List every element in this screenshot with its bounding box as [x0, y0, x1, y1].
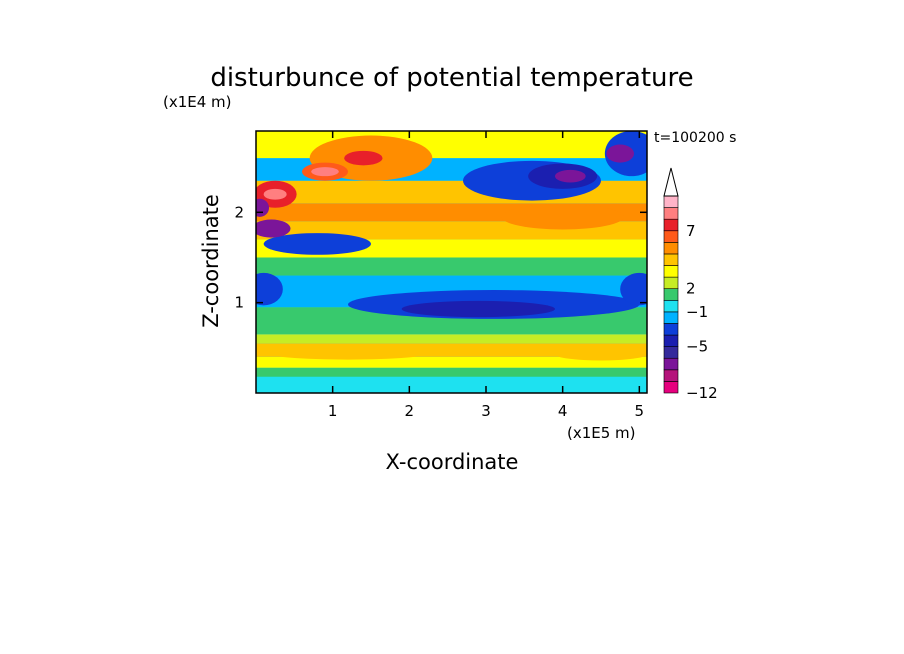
contour-blob — [606, 144, 634, 163]
contour-blob — [256, 198, 270, 217]
colorbar-swatch — [663, 323, 679, 336]
x-tick-label: 5 — [635, 402, 645, 420]
x-tick-label: 2 — [405, 402, 415, 420]
colorbar-swatch — [663, 288, 679, 301]
colorbar-tick-label: 2 — [686, 280, 696, 298]
contour-band — [256, 257, 647, 276]
colorbar-swatch — [663, 346, 679, 359]
x-axis-label: X-coordinate — [386, 450, 519, 474]
contour-blob — [263, 233, 372, 255]
contour-blob — [256, 219, 291, 238]
x-tick-label: 3 — [481, 402, 491, 420]
colorbar-tick-label: −5 — [686, 338, 708, 356]
contour-band — [256, 367, 647, 377]
contour-blob — [555, 347, 647, 361]
colorbar-swatch — [663, 381, 679, 394]
x-tick-label: 4 — [558, 402, 568, 420]
colorbar-swatch — [663, 334, 679, 347]
x-axis: 1 2 3 4 5 — [328, 131, 644, 420]
y-tick-label: 1 — [234, 294, 244, 312]
colorbar-swatch — [663, 311, 679, 324]
colorbar-tick-label: −1 — [686, 303, 708, 321]
contour-band — [256, 334, 647, 344]
plot-frame — [255, 130, 648, 394]
contour-blob — [401, 300, 555, 318]
colorbar-tick-label: 7 — [686, 222, 696, 240]
colorbar-swatch — [663, 299, 679, 313]
colorbar-swatch — [663, 230, 679, 243]
time-label: t=100200 s — [654, 130, 736, 146]
y-tick-label: 2 — [234, 203, 244, 221]
colorbar-tick-label: −12 — [686, 384, 718, 402]
colorbar-swatch — [663, 242, 679, 255]
colorbar-swatch — [663, 357, 679, 371]
colorbar-swatch — [663, 265, 679, 278]
contour-blob — [256, 272, 283, 306]
contour-blob — [555, 169, 586, 183]
colorbar-swatch — [663, 218, 679, 232]
contour-band — [256, 376, 647, 393]
colorbar: 7 2 −1 −5 −12 — [663, 167, 718, 402]
colorbar-swatch — [663, 253, 679, 266]
colorbar-swatch — [663, 276, 679, 290]
plot-area — [256, 131, 647, 393]
y-axis-label: Z-coordinate — [199, 194, 223, 328]
colorbar-swatch — [663, 195, 679, 208]
contour-blob — [501, 204, 624, 230]
blob-layer — [256, 131, 647, 361]
contour-band — [256, 356, 647, 368]
contour-blob — [263, 188, 287, 200]
chart-title: disturbunce of potential temperature — [210, 63, 693, 93]
y-axis: 12 — [234, 203, 647, 312]
colorbar-extend-arrow — [663, 167, 679, 197]
x-unit-label: (x1E5 m) — [567, 424, 636, 442]
x-tick-label: 1 — [328, 402, 338, 420]
y-unit-label: (x1E4 m) — [163, 93, 232, 111]
colorbar-swatch — [663, 207, 679, 220]
contour-blob — [311, 167, 339, 177]
contour-blob — [263, 345, 433, 360]
contour-blob — [344, 150, 383, 166]
contour-blob — [620, 272, 647, 306]
colorbar-swatch — [663, 369, 679, 382]
